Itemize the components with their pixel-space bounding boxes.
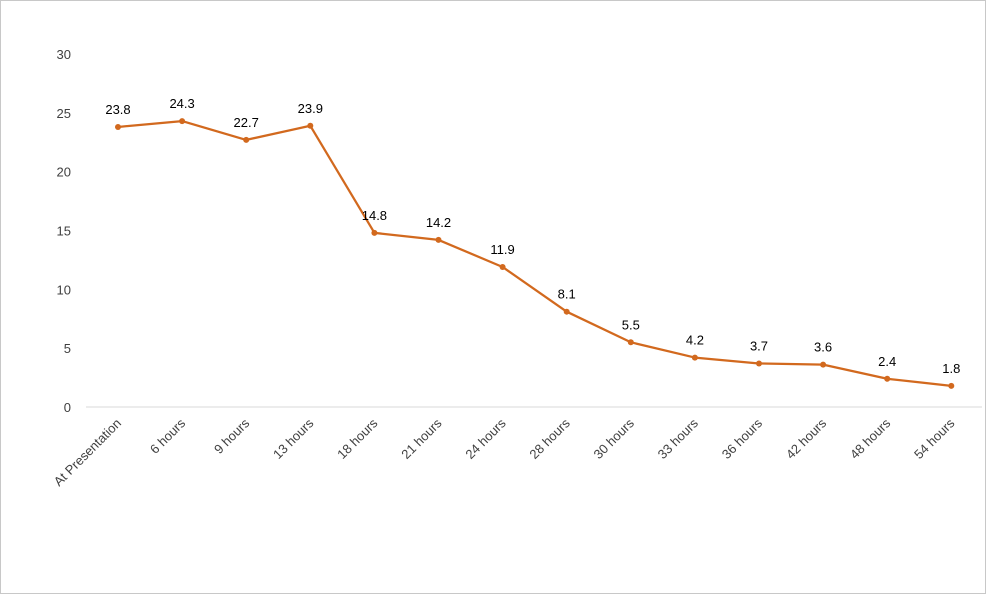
data-label: 3.6: [814, 340, 832, 355]
data-point: [563, 308, 570, 315]
data-label: 4.2: [686, 333, 704, 348]
data-label: 14.8: [362, 208, 387, 223]
x-tick-label: 42 hours: [783, 415, 830, 462]
y-tick-label: 15: [57, 224, 71, 239]
data-label: 1.8: [942, 361, 960, 376]
x-tick-label: 28 hours: [526, 415, 573, 462]
x-tick-label: 30 hours: [591, 415, 638, 462]
x-tick-label: 13 hours: [270, 415, 317, 462]
data-label: 11.9: [490, 242, 514, 257]
data-point: [179, 118, 186, 125]
x-tick-label: 24 hours: [462, 415, 509, 462]
y-tick-label: 20: [57, 165, 71, 180]
data-label: 22.7: [234, 115, 259, 130]
data-label: 8.1: [558, 287, 576, 302]
x-tick-label: 33 hours: [655, 415, 702, 462]
data-point: [307, 122, 314, 129]
x-tick-label: 18 hours: [334, 415, 381, 462]
data-label: 2.4: [878, 354, 896, 369]
data-label: 23.9: [298, 101, 323, 116]
data-label: 5.5: [622, 317, 640, 332]
y-tick-label: 30: [57, 47, 71, 62]
x-tick-label: 36 hours: [719, 415, 766, 462]
y-tick-label: 5: [64, 341, 71, 356]
data-point: [884, 375, 891, 382]
data-point: [948, 382, 955, 389]
data-label: 23.8: [105, 102, 130, 117]
data-labels: 23.8 24.3 22.7 23.9 14.8 14.2 11.9 8.1 5.5 4.2 3.7…: [105, 96, 960, 376]
data-label: 3.7: [750, 338, 768, 353]
x-tick-label: 54 hours: [911, 415, 958, 462]
y-tick-label: 10: [57, 282, 71, 297]
y-tick-label: 0: [64, 400, 71, 415]
data-point: [435, 236, 442, 243]
data-point: [499, 263, 506, 270]
x-tick-label: At Presentation: [51, 416, 124, 489]
x-tick-label: 48 hours: [847, 415, 894, 462]
data-point: [820, 361, 827, 368]
data-point: [691, 354, 698, 361]
y-tick-label: 25: [57, 106, 71, 121]
data-point: [756, 360, 762, 367]
data-label: 14.2: [426, 215, 451, 230]
data-point: [627, 339, 634, 346]
x-tick-label: 6 hours: [147, 415, 189, 457]
y-axis-ticks: 0 5 10 15 20 25 30: [57, 47, 71, 415]
x-tick-label: 9 hours: [211, 415, 253, 457]
data-point: [243, 136, 250, 143]
data-label: 24.3: [169, 96, 194, 111]
x-tick-label: 21 hours: [398, 415, 445, 462]
data-point: [115, 123, 121, 130]
x-axis-ticks: At Presentation 6 hours 9 hours 13 hours 18 …: [51, 415, 958, 489]
series-line: [117, 119, 952, 387]
data-point: [371, 229, 378, 236]
data-points: [115, 118, 955, 389]
